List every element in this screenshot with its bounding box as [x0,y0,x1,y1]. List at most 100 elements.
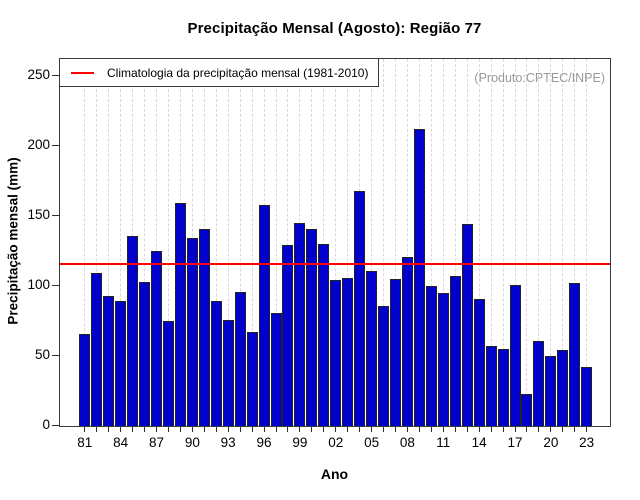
x-tick-label: 23 [579,435,595,450]
legend-label: Climatologia da precipitação mensal (198… [107,65,369,80]
x-tick [251,426,253,432]
x-tick [287,426,289,432]
x-tick [562,426,564,432]
legend: Climatologia da precipitação mensal (198… [59,58,380,87]
legend-line-icon [71,71,94,74]
x-tick [538,426,540,432]
bar-1990 [186,238,198,426]
x-tick [120,426,122,432]
gridline [550,59,552,426]
y-tick [52,284,59,286]
bar-2017 [509,285,521,426]
x-axis-title: Ano [320,466,349,482]
x-tick [395,426,396,432]
bar-1982 [91,273,103,426]
bar-1989 [174,203,186,426]
gridline [323,59,325,426]
x-tick [167,426,169,432]
bar-2002 [330,280,342,426]
climatology-line [60,263,610,265]
gridline [251,59,253,426]
bar-1987 [151,251,162,426]
gridline [108,59,110,426]
bar-1996 [258,205,270,426]
y-axis-title: Precipitação mensal (mm) [5,157,21,325]
gridline [239,59,241,426]
gridline [430,59,432,426]
x-tick [275,426,277,432]
bar-1983 [103,296,115,426]
gridline [335,59,337,426]
bar-2010 [425,286,437,426]
gridline [287,59,289,426]
bar-1992 [210,301,222,426]
y-tick-label: 100 [27,277,50,292]
x-tick [514,426,516,432]
bar-2013 [461,224,473,426]
x-tick [418,426,420,432]
x-tick-label: 90 [184,435,200,450]
x-tick-label: 81 [77,435,93,450]
x-tick-label: 14 [471,435,487,450]
bar-1995 [246,332,258,426]
bar-1981 [79,334,91,426]
x-tick [371,426,373,432]
plot-area: Climatologia da precipitação mensal (198… [27,58,611,450]
x-tick-label: 20 [543,435,559,450]
y-tick-label: 200 [27,137,50,152]
bar-1998 [282,245,294,426]
gridline [406,59,408,426]
gridline [120,59,122,426]
x-tick [383,426,385,432]
x-tick [323,426,325,432]
y-tick [52,424,59,426]
gridline [215,59,217,426]
bar-2019 [533,341,545,426]
bar-2011 [437,293,449,426]
gridline [538,59,540,426]
bar-1993 [222,320,234,426]
x-tick [215,426,217,432]
x-tick [239,426,241,432]
x-tick [144,426,146,432]
bar-2021 [557,350,569,426]
x-tick-label: 05 [364,435,380,450]
x-tick [108,426,110,432]
x-tick-label: 87 [148,435,165,450]
y-tick-label: 50 [34,347,50,362]
bar-2012 [449,276,461,426]
gridline [383,59,385,426]
bar-1991 [198,229,210,426]
bar-2005 [366,271,378,426]
bar-1985 [127,236,139,426]
x-tick [227,426,229,432]
x-tick [191,426,193,432]
x-tick-label: 93 [220,435,236,450]
x-tick-label: 96 [256,435,272,450]
x-tick [430,426,432,432]
gridline [454,59,456,426]
x-tick [586,426,588,432]
gridline [586,59,588,426]
bar-2018 [521,394,533,426]
bars-layer [60,59,610,426]
y-tick-label: 250 [27,67,50,82]
x-tick [263,426,265,432]
bar-2004 [354,191,366,426]
bar-1997 [270,313,282,426]
x-tick [550,426,552,432]
x-tick [454,426,456,432]
bar-2014 [473,299,485,426]
bar-1984 [115,301,127,426]
x-tick [478,426,480,432]
x-tick [96,426,98,432]
x-tick-label: 08 [399,435,415,450]
x-tick [156,426,157,432]
x-tick-label: 11 [436,435,451,450]
bar-2003 [342,278,354,426]
bar-2006 [378,306,390,426]
x-tick-label: 02 [328,435,344,450]
bar-2016 [497,349,509,426]
gridline [526,59,528,426]
